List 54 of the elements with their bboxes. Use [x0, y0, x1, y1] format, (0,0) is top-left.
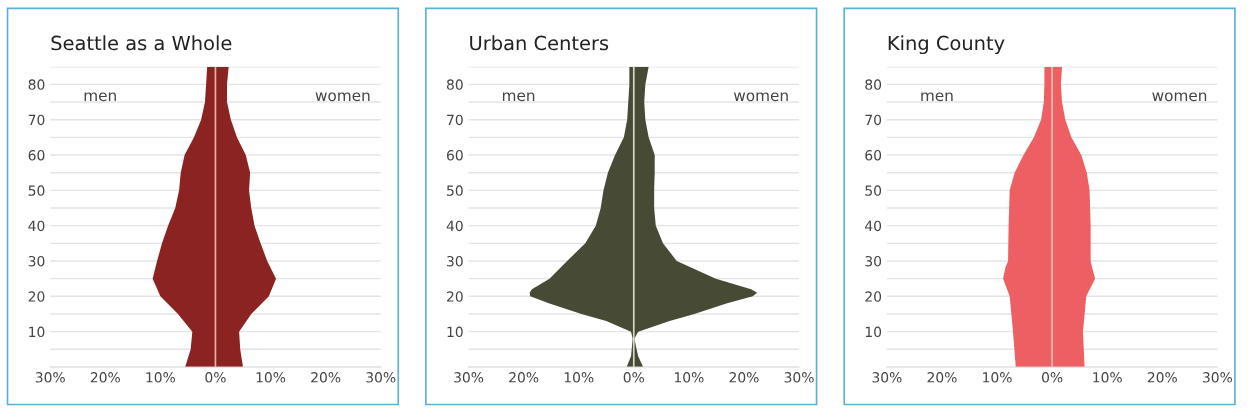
x-tick-label: 0%: [205, 372, 226, 383]
y-tick-label: 50: [865, 185, 882, 196]
annotation: women: [315, 92, 370, 102]
annotation: women: [733, 92, 788, 102]
x-tick-label: 0%: [623, 372, 645, 383]
y-tick-label: 40: [28, 220, 45, 232]
x-tick-label: 30%: [784, 372, 814, 383]
y-tick-label: 70: [447, 114, 463, 126]
x-tick-label: 10%: [983, 372, 1012, 383]
chart-title: Urban Centers: [470, 35, 609, 51]
annotation: men: [84, 92, 116, 102]
y-tick-label: 80: [446, 79, 463, 90]
x-tick-label: 20%: [311, 372, 341, 383]
x-tick-label: 0%: [1042, 372, 1063, 383]
y-tick-label: 60: [865, 149, 882, 161]
y-tick-label: 30: [28, 255, 45, 267]
x-tick-label: 20%: [509, 372, 539, 383]
x-tick-label: 10%: [146, 372, 176, 383]
chart-title: King County: [888, 35, 1005, 55]
y-tick-label: 80: [865, 79, 882, 90]
x-tick-label: 30%: [366, 372, 396, 383]
y-tick-label: 30: [865, 255, 882, 267]
x-tick-label: 20%: [729, 372, 759, 383]
y-tick-label: 60: [446, 149, 463, 161]
annotation: men: [502, 92, 535, 102]
y-tick-label: 50: [447, 185, 463, 196]
y-tick-label: 70: [865, 114, 882, 126]
y-tick-label: 10: [865, 326, 882, 338]
y-tick-label: 10: [447, 326, 463, 338]
annotation: women: [1152, 92, 1207, 102]
x-tick-label: 30%: [35, 372, 65, 383]
x-tick-label: 10%: [564, 372, 594, 383]
annotation: men: [921, 92, 953, 102]
y-tick-label: 20: [865, 291, 882, 302]
x-tick-label: 30%: [872, 372, 902, 383]
y-tick-label: 10: [29, 326, 45, 338]
x-tick-label: 30%: [454, 372, 484, 383]
x-tick-label: 20%: [927, 372, 957, 383]
x-tick-label: 20%: [90, 372, 120, 383]
x-tick-label: 10%: [674, 372, 704, 383]
x-tick-label: 30%: [1202, 372, 1233, 383]
x-tick-label: 20%: [1147, 372, 1177, 383]
y-tick-label: 80: [28, 79, 45, 90]
y-tick-label: 30: [447, 255, 463, 267]
x-tick-label: 10%: [256, 372, 286, 383]
y-tick-label: 50: [28, 185, 45, 196]
x-tick-label: 10%: [1093, 372, 1122, 383]
y-tick-label: 40: [446, 220, 463, 232]
y-tick-label: 70: [28, 114, 45, 126]
y-tick-label: 20: [447, 291, 463, 302]
y-tick-label: 60: [28, 149, 45, 161]
y-tick-label: 40: [865, 220, 882, 232]
y-tick-label: 20: [28, 291, 45, 302]
chart-title: Seattle as a Whole: [51, 35, 232, 51]
